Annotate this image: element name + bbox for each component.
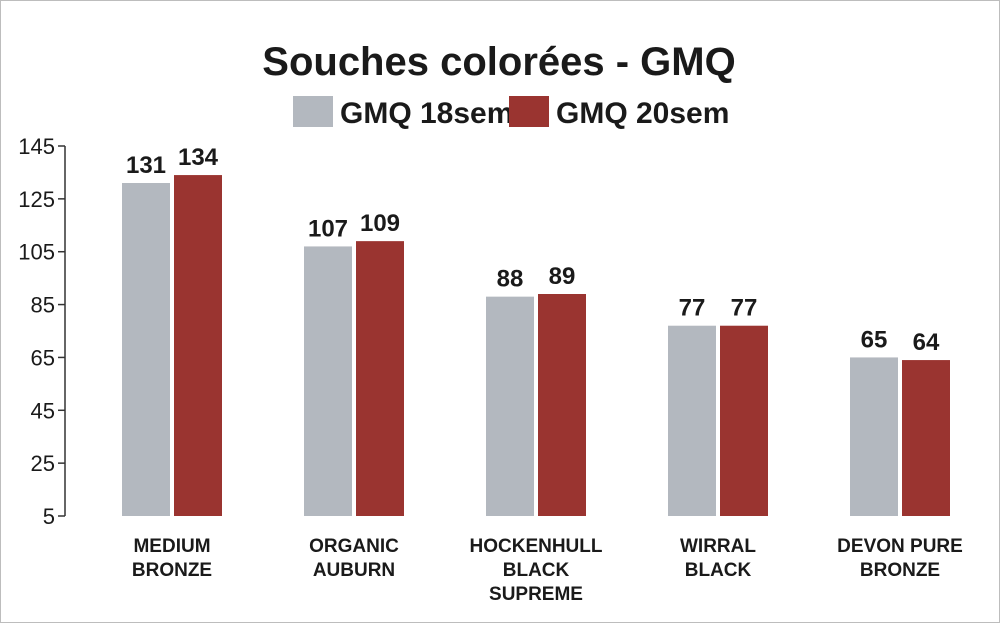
- category-label-1: BRONZE: [132, 560, 212, 581]
- value-label-2-5: 64: [913, 329, 940, 356]
- bar-2-5: [902, 360, 950, 516]
- value-label-1-4: 77: [679, 295, 706, 322]
- legend-label-1: GMQ 18sem: [340, 97, 513, 130]
- bar-2-1: [174, 175, 222, 517]
- value-labels: 131 134 107 109 88 89 77 77 65 64: [126, 144, 940, 356]
- category-label-3: SUPREME: [489, 584, 583, 605]
- category-label-4: BLACK: [685, 560, 752, 581]
- legend-label-2: GMQ 20sem: [556, 97, 729, 130]
- y-tick-label: 105: [18, 240, 55, 265]
- bar-2-4: [720, 325, 768, 516]
- bar-2-3: [538, 294, 586, 516]
- legend-swatch-2: [509, 96, 549, 127]
- legend-swatch-1: [293, 96, 333, 127]
- chart-title: Souches colorées - GMQ: [262, 40, 735, 84]
- category-label-4: WIRRAL: [680, 536, 756, 557]
- category-label-1: MEDIUM: [133, 536, 210, 557]
- bar-1-4: [668, 325, 716, 516]
- bar-1-3: [486, 296, 534, 516]
- y-tick-label: 85: [31, 293, 55, 318]
- value-label-1-3: 88: [497, 266, 524, 293]
- legend: GMQ 18sem GMQ 20sem: [293, 96, 729, 130]
- value-label-1-1: 131: [126, 152, 166, 179]
- bars: [122, 175, 950, 517]
- category-label-3: HOCKENHULL: [470, 536, 603, 557]
- category-label-2: AUBURN: [313, 560, 395, 581]
- category-labels: MEDIUM BRONZE ORGANIC AUBURN HOCKENHULL BLACK…: [132, 536, 963, 605]
- bar-1-1: [122, 183, 170, 516]
- value-label-2-4: 77: [731, 295, 758, 322]
- y-tick-label: 45: [31, 398, 55, 423]
- y-tick-label: 5: [43, 504, 55, 529]
- y-tick-label: 145: [18, 134, 55, 159]
- bar-2-2: [356, 241, 404, 516]
- y-axis: 5 25 45 65 85 105 125 145: [18, 134, 66, 529]
- value-label-2-1: 134: [178, 144, 219, 171]
- category-label-5: BRONZE: [860, 560, 940, 581]
- category-label-3: BLACK: [503, 560, 570, 581]
- category-label-5: DEVON PURE: [837, 536, 963, 557]
- value-label-2-2: 109: [360, 210, 400, 237]
- value-label-1-2: 107: [308, 215, 348, 242]
- y-tick-label: 125: [18, 187, 55, 212]
- category-label-2: ORGANIC: [309, 536, 399, 557]
- value-label-2-3: 89: [549, 263, 576, 290]
- value-label-1-5: 65: [861, 326, 888, 353]
- y-tick-label: 25: [31, 451, 55, 476]
- bar-1-5: [850, 357, 898, 516]
- bar-1-2: [304, 246, 352, 516]
- y-tick-label: 65: [31, 345, 55, 370]
